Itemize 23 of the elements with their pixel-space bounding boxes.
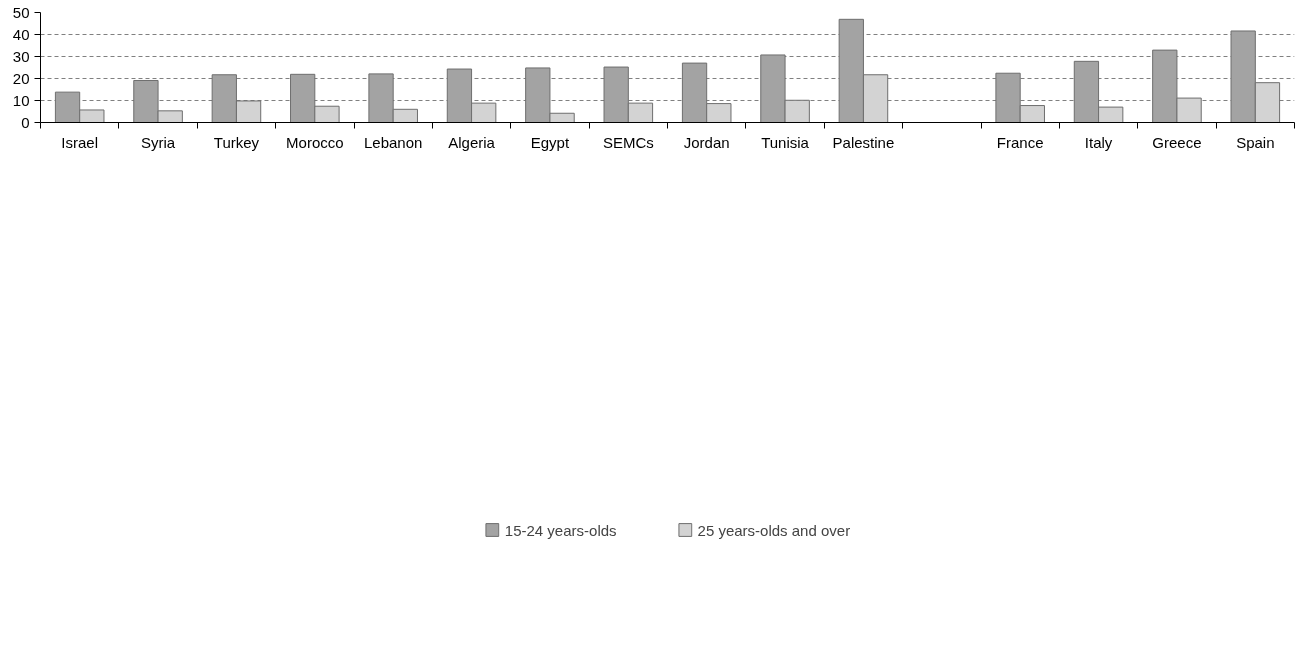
x-tick-label: Greece (1152, 133, 1202, 151)
y-tick-label: 20 (12, 69, 30, 87)
x-tick-label: Egypt (530, 133, 570, 151)
x-tick-label: Turkey (213, 133, 260, 151)
y-tick-label: 0 (21, 113, 30, 131)
x-tick-label: Morocco (286, 133, 344, 151)
x-tick-label: Tunisia (761, 133, 810, 151)
x-tick-label: Lebanon (363, 133, 423, 151)
x-tick-label: Syria (140, 133, 176, 151)
x-tick-label: France (996, 133, 1044, 151)
x-tick-label: Jordan (683, 133, 730, 151)
x-tick-label: Italy (1084, 133, 1113, 151)
legend-label: 15-24 years-olds (504, 521, 617, 539)
y-tick-label: 30 (12, 47, 30, 65)
x-tick-label: Palestine (832, 133, 895, 151)
x-tick-label: Algeria (448, 133, 496, 151)
x-tick-label: Israel (61, 133, 99, 151)
x-tick-label: Spain (1236, 133, 1275, 151)
x-tick-label: SEMCs (602, 133, 654, 151)
legend-label: 25 years-olds and over (697, 521, 851, 539)
y-tick-label: 50 (12, 3, 30, 21)
y-tick-label: 40 (12, 25, 30, 43)
y-tick-label: 10 (12, 91, 30, 109)
